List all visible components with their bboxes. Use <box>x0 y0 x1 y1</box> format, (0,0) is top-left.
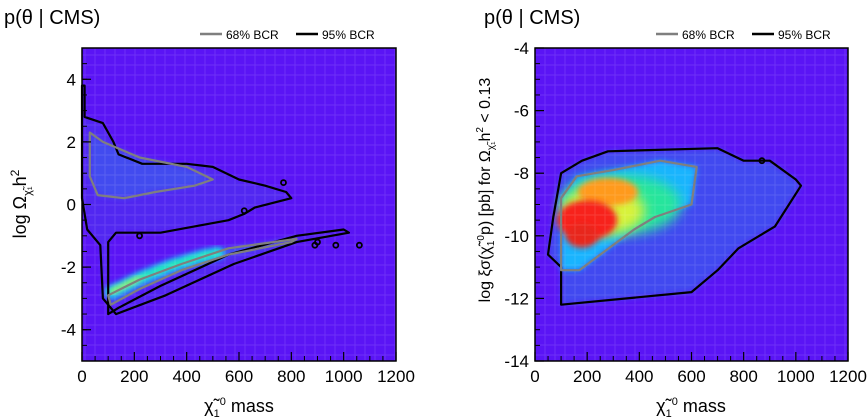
left-x-ticks: 0 200 400 600 800 1000 1200 <box>77 352 415 386</box>
y-tick-label: -2 <box>61 258 76 277</box>
right-y-axis-label: log ξσ(χ̃10p) [pb] for Ωχ̃₁h2 < 0.13 <box>475 78 497 303</box>
left-density <box>82 48 396 361</box>
svg-text:χ̃10 mass: χ̃10 mass <box>656 396 726 419</box>
x-tick-label: 600 <box>225 367 253 386</box>
x-tick-label: 0 <box>530 367 539 386</box>
right-x-axis-label: χ̃10 mass <box>656 396 726 419</box>
x-tick-label: 1200 <box>829 367 867 386</box>
left-panel: 0 200 400 600 800 1000 1200 -4 -2 0 2 4 p(θ | CMS)… <box>4 7 415 419</box>
y-tick-label: -14 <box>504 352 529 371</box>
left-legend-95-label: 95% BCR <box>322 28 375 42</box>
contour-95-island <box>758 157 766 165</box>
y-tick-label: 2 <box>67 133 76 152</box>
contour-68-upper <box>88 131 214 200</box>
left-x-axis-label: χ̃10 mass <box>204 396 274 419</box>
left-legend-68-label: 68% BCR <box>226 28 279 42</box>
contour-95-island <box>240 207 248 215</box>
contour-95-island <box>314 238 321 246</box>
contour-68-lower <box>107 237 298 306</box>
right-panel: 0 200 400 600 800 1000 1200 -14 -12 -10 -8 -6 -4 p(… <box>475 7 867 419</box>
contour-95-island <box>332 241 340 249</box>
y-tick-label: 4 <box>67 70 76 89</box>
right-contours <box>546 147 803 306</box>
x-tick-label: 200 <box>573 367 601 386</box>
y-tick-label: -4 <box>514 39 529 58</box>
x-tick-label: 400 <box>172 367 200 386</box>
x-tick-label: 0 <box>77 367 86 386</box>
svg-text:χ̃10 mass: χ̃10 mass <box>204 396 274 419</box>
right-chart-title: p(θ | CMS) <box>484 7 580 29</box>
y-tick-label: 0 <box>67 196 76 215</box>
left-chart-title: p(θ | CMS) <box>4 7 100 29</box>
svg-text:log ξσ(χ̃10p) [pb] for Ωχ̃₁h2: log ξσ(χ̃10p) [pb] for Ωχ̃₁h2 < 0.13 <box>475 78 497 303</box>
contour-95 <box>546 147 803 306</box>
right-legend-68-label: 68% BCR <box>682 28 735 42</box>
x-tick-label: 800 <box>729 367 757 386</box>
x-tick-label: 1000 <box>777 367 815 386</box>
y-tick-label: -4 <box>61 321 76 340</box>
right-x-ticks: 0 200 400 600 800 1000 1200 <box>530 352 867 386</box>
left-contours <box>80 84 363 316</box>
x-tick-label: 600 <box>677 367 705 386</box>
left-legend: 68% BCR 95% BCR <box>200 28 375 42</box>
contour-95-island <box>136 232 143 240</box>
contour-68 <box>559 159 698 272</box>
right-density <box>535 48 848 361</box>
x-tick-label: 400 <box>625 367 653 386</box>
y-tick-label: -6 <box>514 102 529 121</box>
left-y-axis-label: log Ωχ̃₁h2 <box>8 169 34 238</box>
left-y-ticks: -4 -2 0 2 4 <box>61 47 91 362</box>
contour-95-island <box>355 241 363 249</box>
x-tick-label: 1000 <box>325 367 363 386</box>
y-tick-label: -10 <box>504 227 529 246</box>
right-legend-95-label: 95% BCR <box>778 28 831 42</box>
y-tick-label: -12 <box>504 289 529 308</box>
x-tick-label: 800 <box>277 367 305 386</box>
contour-95-island <box>280 179 287 186</box>
svg-text:log Ωχ̃₁h2: log Ωχ̃₁h2 <box>8 169 34 238</box>
right-y-ticks: -14 -12 -10 -8 -6 -4 <box>504 39 544 371</box>
y-tick-label: -8 <box>514 164 529 183</box>
x-tick-label: 1200 <box>377 367 415 386</box>
x-tick-label: 200 <box>120 367 148 386</box>
density-texture <box>82 48 396 361</box>
right-legend: 68% BCR 95% BCR <box>656 28 831 42</box>
